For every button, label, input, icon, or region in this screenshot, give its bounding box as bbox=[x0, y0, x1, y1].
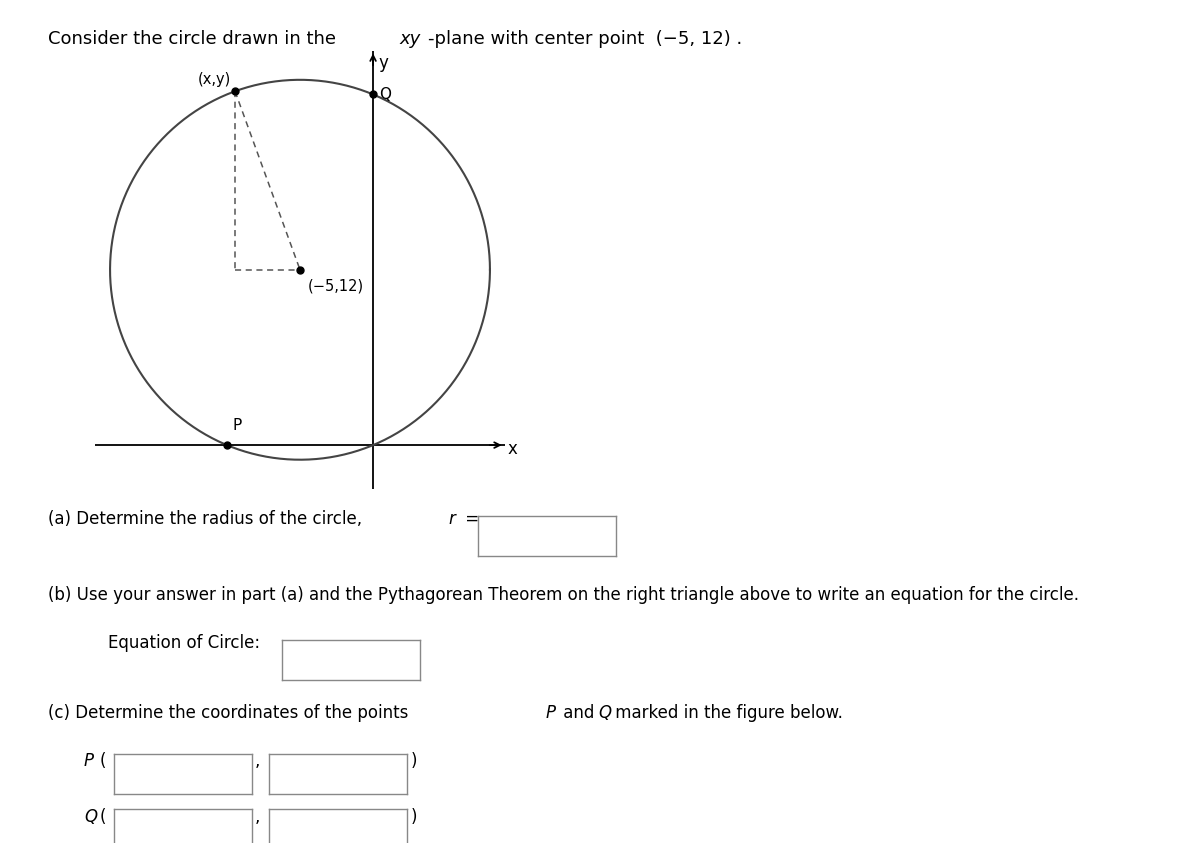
Text: x: x bbox=[508, 441, 517, 459]
Text: Q: Q bbox=[599, 704, 612, 722]
Text: Equation of Circle:: Equation of Circle: bbox=[108, 634, 260, 652]
Text: y: y bbox=[379, 53, 389, 72]
Text: (x,y): (x,y) bbox=[197, 72, 230, 87]
Text: (−5,12): (−5,12) bbox=[307, 278, 364, 293]
Text: Q: Q bbox=[84, 808, 97, 826]
Text: -plane with center point  (−5, 12) .: -plane with center point (−5, 12) . bbox=[428, 30, 743, 47]
Text: and: and bbox=[558, 704, 600, 722]
Text: ): ) bbox=[410, 752, 416, 770]
Text: ,: , bbox=[254, 752, 259, 770]
Text: marked in the figure below.: marked in the figure below. bbox=[610, 704, 842, 722]
Text: =: = bbox=[460, 510, 479, 528]
Text: (c) Determine the coordinates of the points: (c) Determine the coordinates of the poi… bbox=[48, 704, 414, 722]
Text: Consider the circle drawn in the: Consider the circle drawn in the bbox=[48, 30, 342, 47]
Text: P: P bbox=[84, 752, 94, 770]
Text: ,: , bbox=[254, 808, 259, 826]
Text: r: r bbox=[449, 510, 456, 528]
Text: (b) Use your answer in part (a) and the Pythagorean Theorem on the right triangl: (b) Use your answer in part (a) and the … bbox=[48, 586, 1079, 604]
Text: P: P bbox=[233, 418, 242, 433]
Text: (: ( bbox=[100, 808, 106, 826]
Text: Q: Q bbox=[379, 87, 391, 102]
Text: P: P bbox=[546, 704, 556, 722]
Text: ): ) bbox=[410, 808, 416, 826]
Text: (a) Determine the radius of the circle,: (a) Determine the radius of the circle, bbox=[48, 510, 367, 528]
Text: xy: xy bbox=[400, 30, 421, 47]
Text: (: ( bbox=[100, 752, 106, 770]
